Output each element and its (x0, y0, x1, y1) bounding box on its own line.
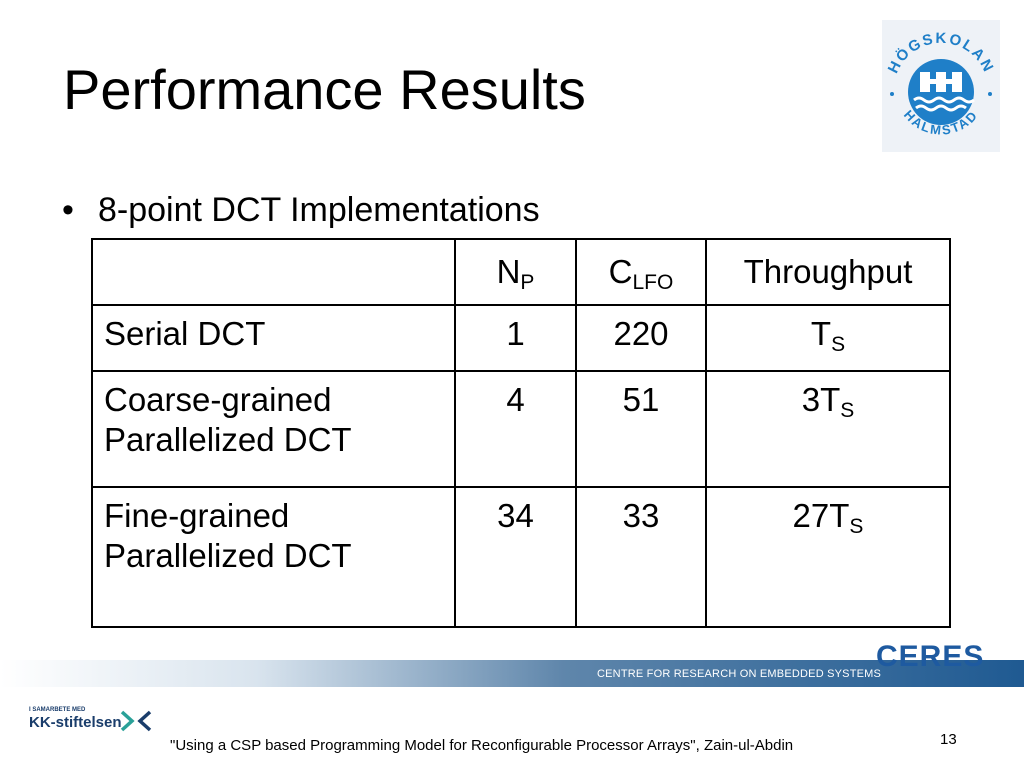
row-clfo: 33 (575, 486, 707, 628)
row-clfo: 220 (575, 304, 707, 372)
ceres-logo: CERES (876, 640, 985, 673)
university-seal-icon: HÖGSKOLAN HALMSTAD (885, 30, 996, 138)
row-label: Serial DCT (91, 304, 456, 372)
header-clfo: CLFO (575, 238, 707, 306)
kk-chevron-icon (120, 710, 152, 732)
row-np: 4 (454, 370, 577, 488)
ceres-tagline: CENTRE FOR RESEARCH ON EMBEDDED SYSTEMS (597, 668, 882, 680)
table-row: Fine-grained Parallelized DCT 34 33 27TS (91, 486, 951, 628)
footer-citation: "Using a CSP based Programming Model for… (170, 737, 794, 754)
bullet-text: 8-point DCT Implementations (98, 191, 540, 229)
header-np: NP (454, 238, 577, 306)
row-clfo: 51 (575, 370, 707, 488)
kk-stiftelsen-logo: KK-stiftelsen (29, 714, 122, 731)
hogskolan-halmstad-logo: HÖGSKOLAN HALMSTAD (882, 20, 1000, 152)
bullet-item: • 8-point DCT Implementations (62, 193, 540, 227)
kk-cooperation-label: I SAMARBETE MED (29, 707, 86, 713)
row-throughput: TS (705, 304, 951, 372)
header-throughput: Throughput (705, 238, 951, 306)
table-header-row: NP CLFO Throughput (91, 238, 951, 306)
performance-table: NP CLFO Throughput Serial DCT 1 220 TS C… (91, 238, 951, 628)
page-number: 13 (940, 731, 957, 748)
slide-title: Performance Results (63, 58, 586, 121)
row-np: 1 (454, 304, 577, 372)
table-row: Coarse-grained Parallelized DCT 4 51 3TS (91, 370, 951, 488)
row-label: Coarse-grained Parallelized DCT (91, 370, 456, 488)
row-label: Fine-grained Parallelized DCT (91, 486, 456, 628)
ceres-banner (0, 660, 1024, 687)
bullet-dot: • (62, 191, 74, 229)
row-np: 34 (454, 486, 577, 628)
header-blank-cell (91, 238, 456, 306)
row-throughput: 27TS (705, 486, 951, 628)
table-row: Serial DCT 1 220 TS (91, 304, 951, 372)
row-throughput: 3TS (705, 370, 951, 488)
